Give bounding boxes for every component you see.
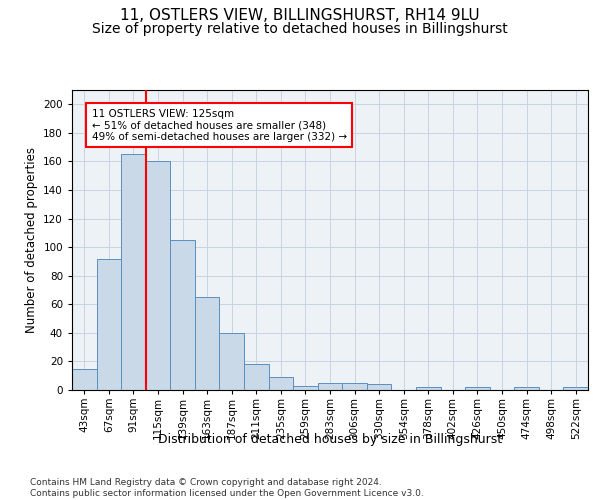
Bar [220, 333, 244, 390]
Text: Size of property relative to detached houses in Billingshurst: Size of property relative to detached ho… [92, 22, 508, 36]
Bar [244, 364, 269, 390]
Bar [146, 162, 170, 390]
Bar [269, 377, 293, 390]
Bar [563, 387, 588, 390]
Bar [465, 387, 490, 390]
Bar [121, 154, 146, 390]
Y-axis label: Number of detached properties: Number of detached properties [25, 147, 38, 333]
Text: Contains HM Land Registry data © Crown copyright and database right 2024.
Contai: Contains HM Land Registry data © Crown c… [30, 478, 424, 498]
Bar [72, 368, 97, 390]
Bar [170, 240, 195, 390]
Bar [97, 258, 121, 390]
Text: 11, OSTLERS VIEW, BILLINGSHURST, RH14 9LU: 11, OSTLERS VIEW, BILLINGSHURST, RH14 9L… [120, 8, 480, 22]
Bar [318, 383, 342, 390]
Text: Distribution of detached houses by size in Billingshurst: Distribution of detached houses by size … [158, 432, 502, 446]
Text: 11 OSTLERS VIEW: 125sqm
← 51% of detached houses are smaller (348)
49% of semi-d: 11 OSTLERS VIEW: 125sqm ← 51% of detache… [92, 108, 347, 142]
Bar [367, 384, 391, 390]
Bar [293, 386, 318, 390]
Bar [416, 387, 440, 390]
Bar [514, 387, 539, 390]
Bar [195, 297, 220, 390]
Bar [342, 383, 367, 390]
